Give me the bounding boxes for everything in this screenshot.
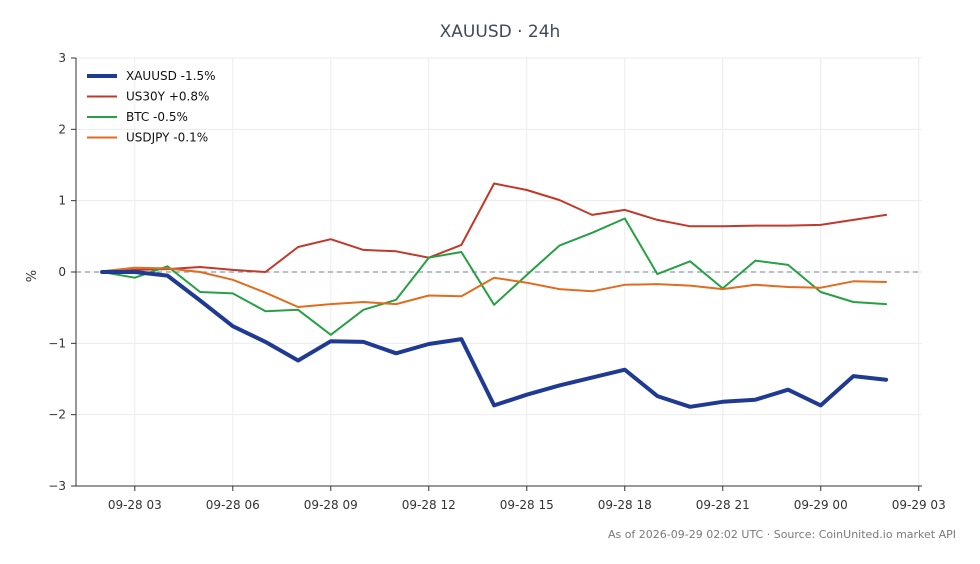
series-layer <box>100 182 889 409</box>
x-tick-label: 09-28 09 <box>304 498 358 512</box>
legend-label: XAUUSD -1.5% <box>126 69 215 83</box>
footnote: As of 2026-09-29 02:02 UTC · Source: Coi… <box>608 528 956 541</box>
x-tick-label: 09-28 12 <box>402 498 456 512</box>
y-tick-label: −2 <box>48 408 66 422</box>
legend-label: USDJPY -0.1% <box>126 131 208 145</box>
grid <box>76 57 922 487</box>
y-axis-ticks: −3 −2 −1 0 1 2 3 <box>48 51 76 493</box>
x-tick-label: 09-28 21 <box>696 498 750 512</box>
x-tick-label: 09-28 18 <box>598 498 652 512</box>
series-line-3 <box>101 266 888 308</box>
x-tick-label: 09-28 03 <box>108 498 162 512</box>
y-axis-label: % <box>25 270 40 282</box>
x-tick-label: 09-29 03 <box>892 498 946 512</box>
y-tick-label: −1 <box>48 336 66 350</box>
series-line-1 <box>101 182 888 273</box>
y-tick-label: 0 <box>58 265 66 279</box>
series-line-0 <box>100 270 889 409</box>
legend: XAUUSD -1.5% US30Y +0.8% BTC -0.5% USDJPY -… <box>87 69 215 145</box>
x-tick-label: 09-29 00 <box>794 498 848 512</box>
x-tick-label: 09-28 15 <box>500 498 554 512</box>
legend-label: BTC -0.5% <box>126 110 188 124</box>
y-tick-label: 3 <box>58 51 66 65</box>
legend-label: US30Y +0.8% <box>126 90 209 104</box>
x-tick-label: 09-28 06 <box>206 498 260 512</box>
x-axis-ticks: 09-28 03 09-28 06 09-28 09 09-28 12 09-28 15… <box>108 486 946 512</box>
y-tick-label: 2 <box>58 122 66 136</box>
y-tick-label: 1 <box>58 194 66 208</box>
chart-title: XAUUSD · 24h <box>440 22 561 42</box>
series-line-2 <box>101 217 888 336</box>
y-tick-label: −3 <box>48 479 66 493</box>
